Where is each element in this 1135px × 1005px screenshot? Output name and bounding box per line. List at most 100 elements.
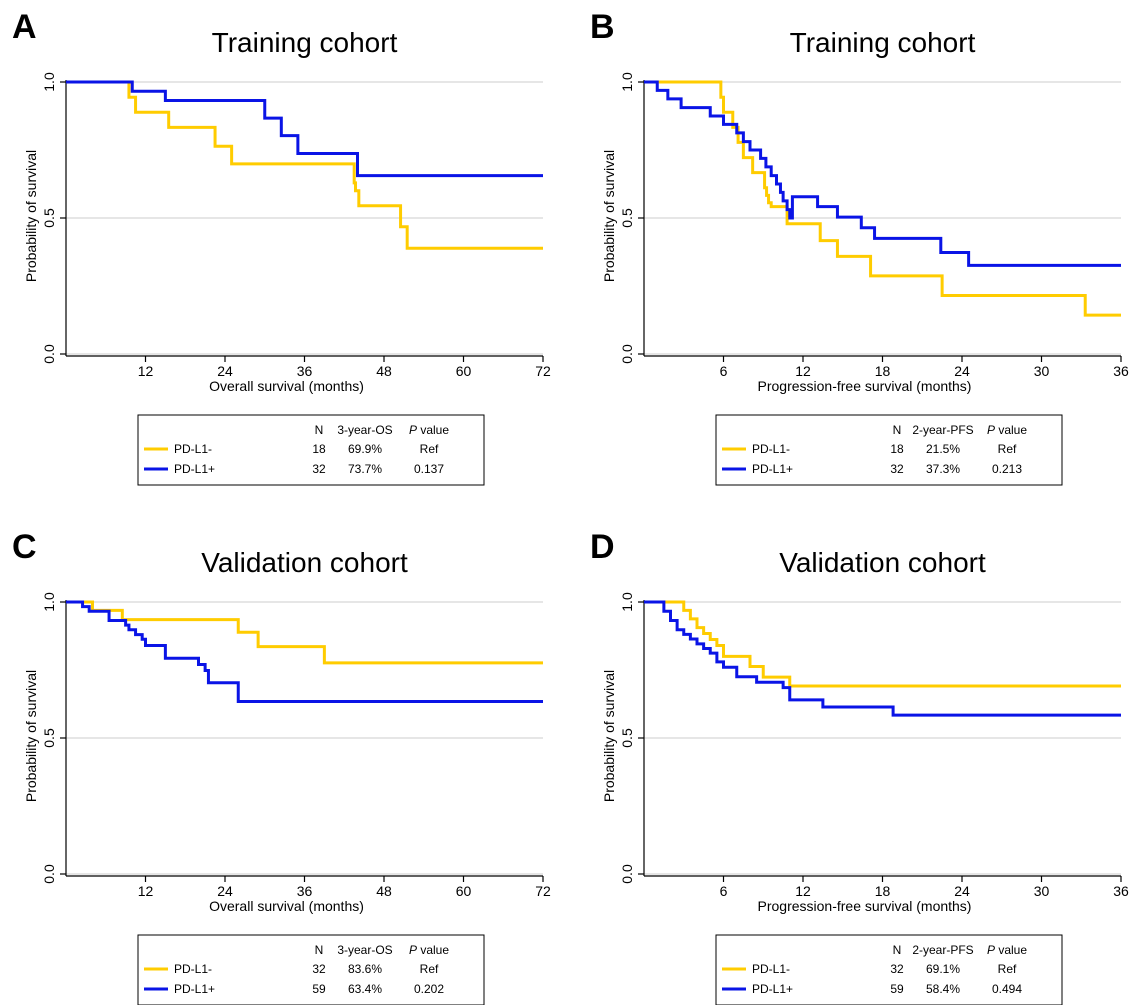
x-tick-label: 24	[217, 363, 233, 379]
survival-curve-pd-l1-negative	[644, 80, 1121, 317]
legend-row-n: 18	[312, 442, 326, 456]
x-tick-label: 12	[138, 363, 154, 379]
x-tick-label: 24	[217, 883, 233, 899]
x-tick-label: 72	[535, 883, 551, 899]
x-tick-label: 60	[456, 883, 472, 899]
x-tick-label: 24	[954, 363, 970, 379]
legend-header-pvalue: P value	[409, 423, 449, 437]
legend-border	[715, 414, 1063, 486]
panel-b: B Training cohort 0.0 0.5 1.0 6 12 18 24 30 36 Prog…	[590, 8, 1129, 486]
x-tick-label: 60	[456, 363, 472, 379]
survival-curve-pd-l1-positive	[66, 80, 543, 178]
legend-row-label: PD-L1+	[174, 462, 215, 476]
x-tick-label: 12	[795, 363, 811, 379]
y-axis-label: Probability of survival	[23, 150, 39, 282]
legend-header-n: N	[893, 423, 902, 437]
legend-box: N 2-year-PFS P value PD-L1- 18 21.5% Ref PD-L1+…	[715, 414, 1063, 486]
legend-row-pvalue: Ref	[998, 962, 1017, 976]
legend-row-rate: 58.4%	[926, 982, 960, 996]
legend-border	[137, 934, 485, 1005]
panel-a: A Training cohort 0.0 0.5 1.0 12 24 36 48 60 72 Ove…	[12, 8, 551, 486]
x-tick-label: 30	[1034, 363, 1050, 379]
legend-row-label: PD-L1-	[174, 442, 212, 456]
y-tick-label: 1.0	[41, 72, 57, 92]
panel-title: Training cohort	[790, 27, 976, 58]
survival-curve-pd-l1-negative	[66, 80, 543, 250]
survival-curve-pd-l1-positive	[66, 600, 543, 704]
survival-curve-pd-l1-positive	[644, 600, 1121, 717]
legend-row-rate: 73.7%	[348, 462, 382, 476]
x-tick-label: 18	[875, 883, 891, 899]
legend-row-rate: 37.3%	[926, 462, 960, 476]
y-tick-label: 1.0	[41, 592, 57, 612]
panel-c: C Validation cohort 0.0 0.5 1.0 12 24 36 48 60 72 O…	[12, 528, 551, 1005]
legend-row-label: PD-L1-	[752, 442, 790, 456]
survival-curve-pd-l1-negative	[66, 600, 543, 665]
legend-header-n: N	[315, 943, 324, 957]
panel-title: Validation cohort	[779, 547, 986, 578]
y-axis-label: Probability of survival	[23, 670, 39, 802]
legend-row-n: 18	[890, 442, 904, 456]
legend-row-label: PD-L1+	[752, 982, 793, 996]
legend-row-n: 32	[312, 462, 326, 476]
y-tick-label: 0.5	[619, 728, 635, 748]
legend-row-pvalue: Ref	[998, 442, 1017, 456]
y-tick-label: 0.0	[619, 864, 635, 884]
x-tick-label: 18	[875, 363, 891, 379]
legend-header-rate: 2-year-PFS	[912, 423, 973, 437]
legend-row-n: 32	[312, 962, 326, 976]
panel-letter: C	[12, 528, 37, 566]
legend-header-rate: 2-year-PFS	[912, 943, 973, 957]
panel-title: Training cohort	[212, 27, 398, 58]
panel-letter: A	[12, 8, 37, 46]
survival-curve-pd-l1-positive	[644, 80, 1121, 267]
legend-row-pvalue: Ref	[420, 962, 439, 976]
x-axis-label: Progression-free survival (months)	[758, 898, 972, 914]
legend-row-n: 32	[890, 962, 904, 976]
legend-row-n: 32	[890, 462, 904, 476]
y-tick-label: 0.0	[41, 344, 57, 364]
legend-row-rate: 63.4%	[348, 982, 382, 996]
y-tick-label: 1.0	[619, 72, 635, 92]
x-tick-label: 6	[720, 363, 728, 379]
legend-row-label: PD-L1+	[752, 462, 793, 476]
legend-row-rate: 69.1%	[926, 962, 960, 976]
legend-row-label: PD-L1-	[752, 962, 790, 976]
legend-row-pvalue: 0.137	[414, 462, 444, 476]
y-tick-label: 0.5	[41, 208, 57, 228]
x-tick-label: 6	[720, 883, 728, 899]
legend-row-label: PD-L1+	[174, 982, 215, 996]
panel-letter: B	[590, 8, 615, 46]
legend-row-pvalue: 0.494	[992, 982, 1022, 996]
x-axis-label: Overall survival (months)	[209, 378, 364, 394]
x-tick-label: 36	[1113, 363, 1129, 379]
legend-row-n: 59	[312, 982, 326, 996]
legend-header-rate: 3-year-OS	[337, 943, 392, 957]
x-tick-label: 24	[954, 883, 970, 899]
legend-border	[137, 414, 485, 486]
y-axis-label: Probability of survival	[601, 150, 617, 282]
x-axis-label: Progression-free survival (months)	[758, 378, 972, 394]
legend-row-n: 59	[890, 982, 904, 996]
legend-header-pvalue: P value	[987, 423, 1027, 437]
panel-d: D Validation cohort 0.0 0.5 1.0 6 12 18 24 30 36 Pr…	[590, 528, 1129, 1005]
legend-row-pvalue: Ref	[420, 442, 439, 456]
legend-row-pvalue: 0.213	[992, 462, 1022, 476]
legend-header-pvalue: P value	[987, 943, 1027, 957]
x-tick-label: 12	[138, 883, 154, 899]
y-tick-label: 1.0	[619, 592, 635, 612]
y-tick-label: 0.0	[41, 864, 57, 884]
x-tick-label: 30	[1034, 883, 1050, 899]
legend-row-rate: 69.9%	[348, 442, 382, 456]
survival-curve-pd-l1-negative	[644, 600, 1121, 688]
legend-row-pvalue: 0.202	[414, 982, 444, 996]
x-tick-label: 48	[376, 883, 392, 899]
legend-border	[715, 934, 1063, 1005]
x-axis-label: Overall survival (months)	[209, 898, 364, 914]
legend-header-rate: 3-year-OS	[337, 423, 392, 437]
legend-row-rate: 21.5%	[926, 442, 960, 456]
x-tick-label: 36	[1113, 883, 1129, 899]
x-tick-label: 48	[376, 363, 392, 379]
y-axis-label: Probability of survival	[601, 670, 617, 802]
